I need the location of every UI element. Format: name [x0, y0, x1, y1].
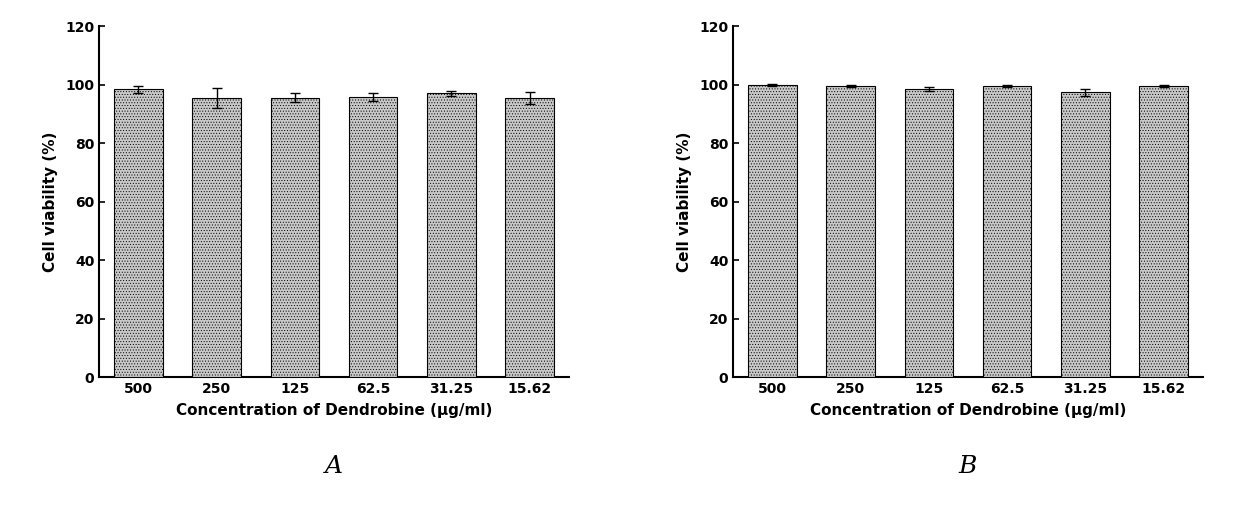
Bar [348, 97, 397, 377]
X-axis label: Concentration of Dendrobine (μg/ml): Concentration of Dendrobine (μg/ml) [176, 403, 492, 418]
X-axis label: Concentration of Dendrobine (μg/ml): Concentration of Dendrobine (μg/ml) [810, 403, 1126, 418]
Bar [192, 98, 241, 377]
Y-axis label: Cell viability (%): Cell viability (%) [677, 132, 692, 272]
Bar [826, 86, 875, 377]
Bar [1061, 92, 1110, 377]
Bar [114, 89, 162, 377]
Bar [1140, 86, 1188, 377]
Bar [983, 86, 1032, 377]
Text: B: B [959, 454, 977, 477]
Bar [506, 98, 554, 377]
Bar [270, 98, 319, 377]
Y-axis label: Cell viability (%): Cell viability (%) [43, 132, 58, 272]
Bar [427, 93, 476, 377]
Bar [905, 89, 954, 377]
Text: A: A [325, 454, 343, 477]
Bar [748, 85, 796, 377]
